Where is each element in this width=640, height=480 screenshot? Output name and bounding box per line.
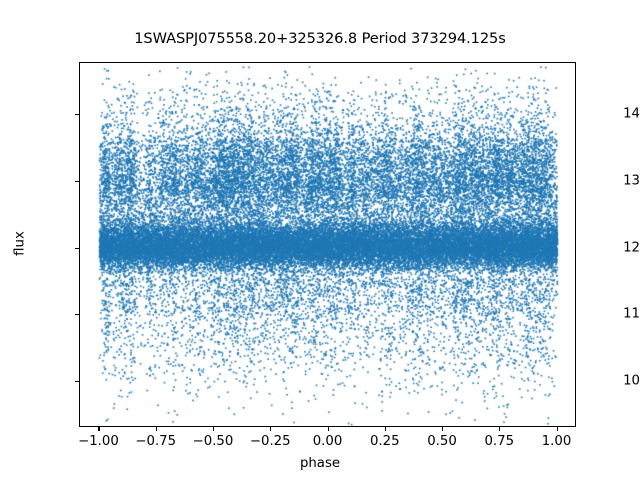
x-tick-label: 0.00 [312,434,343,449]
y-tick-mark [74,114,79,116]
x-tick-mark [212,427,215,432]
y-tick-label: 14 [623,106,640,122]
x-tick-label: 0.75 [484,434,515,449]
x-tick-mark [556,427,558,432]
x-tick-label: 0.50 [427,434,457,449]
x-tick-mark [499,427,501,432]
x-tick-mark [442,427,444,432]
y-tick-mark [74,247,79,249]
x-axis-label: phase [299,456,341,471]
y-tick-mark [74,180,79,182]
x-tick-label: 1.00 [541,434,572,449]
x-tick-label: −0.75 [135,434,177,449]
x-tick-label: 0.25 [369,434,400,449]
x-tick-label: −0.25 [249,434,291,449]
x-tick-label: −1.00 [78,434,119,449]
x-tick-mark [155,427,157,432]
plot-axes [79,62,576,427]
x-tick-mark [270,427,272,432]
scatter-plot-points [80,63,575,426]
y-tick-label: 11 [623,306,640,322]
y-tick-label: 13 [623,173,640,189]
y-tick-mark [74,314,79,316]
y-axis-label: flux [12,230,28,256]
x-tick-label: −0.50 [192,434,234,449]
y-tick-mark [74,380,79,382]
x-tick-mark [384,427,386,432]
page-title: 1SWASPJ075558.20+325326.8 Period 373294.… [134,30,506,47]
x-tick-mark [98,427,100,432]
y-tick-label: 12 [623,240,640,255]
x-tick-mark [327,427,329,432]
y-tick-label: 10 [623,373,640,389]
